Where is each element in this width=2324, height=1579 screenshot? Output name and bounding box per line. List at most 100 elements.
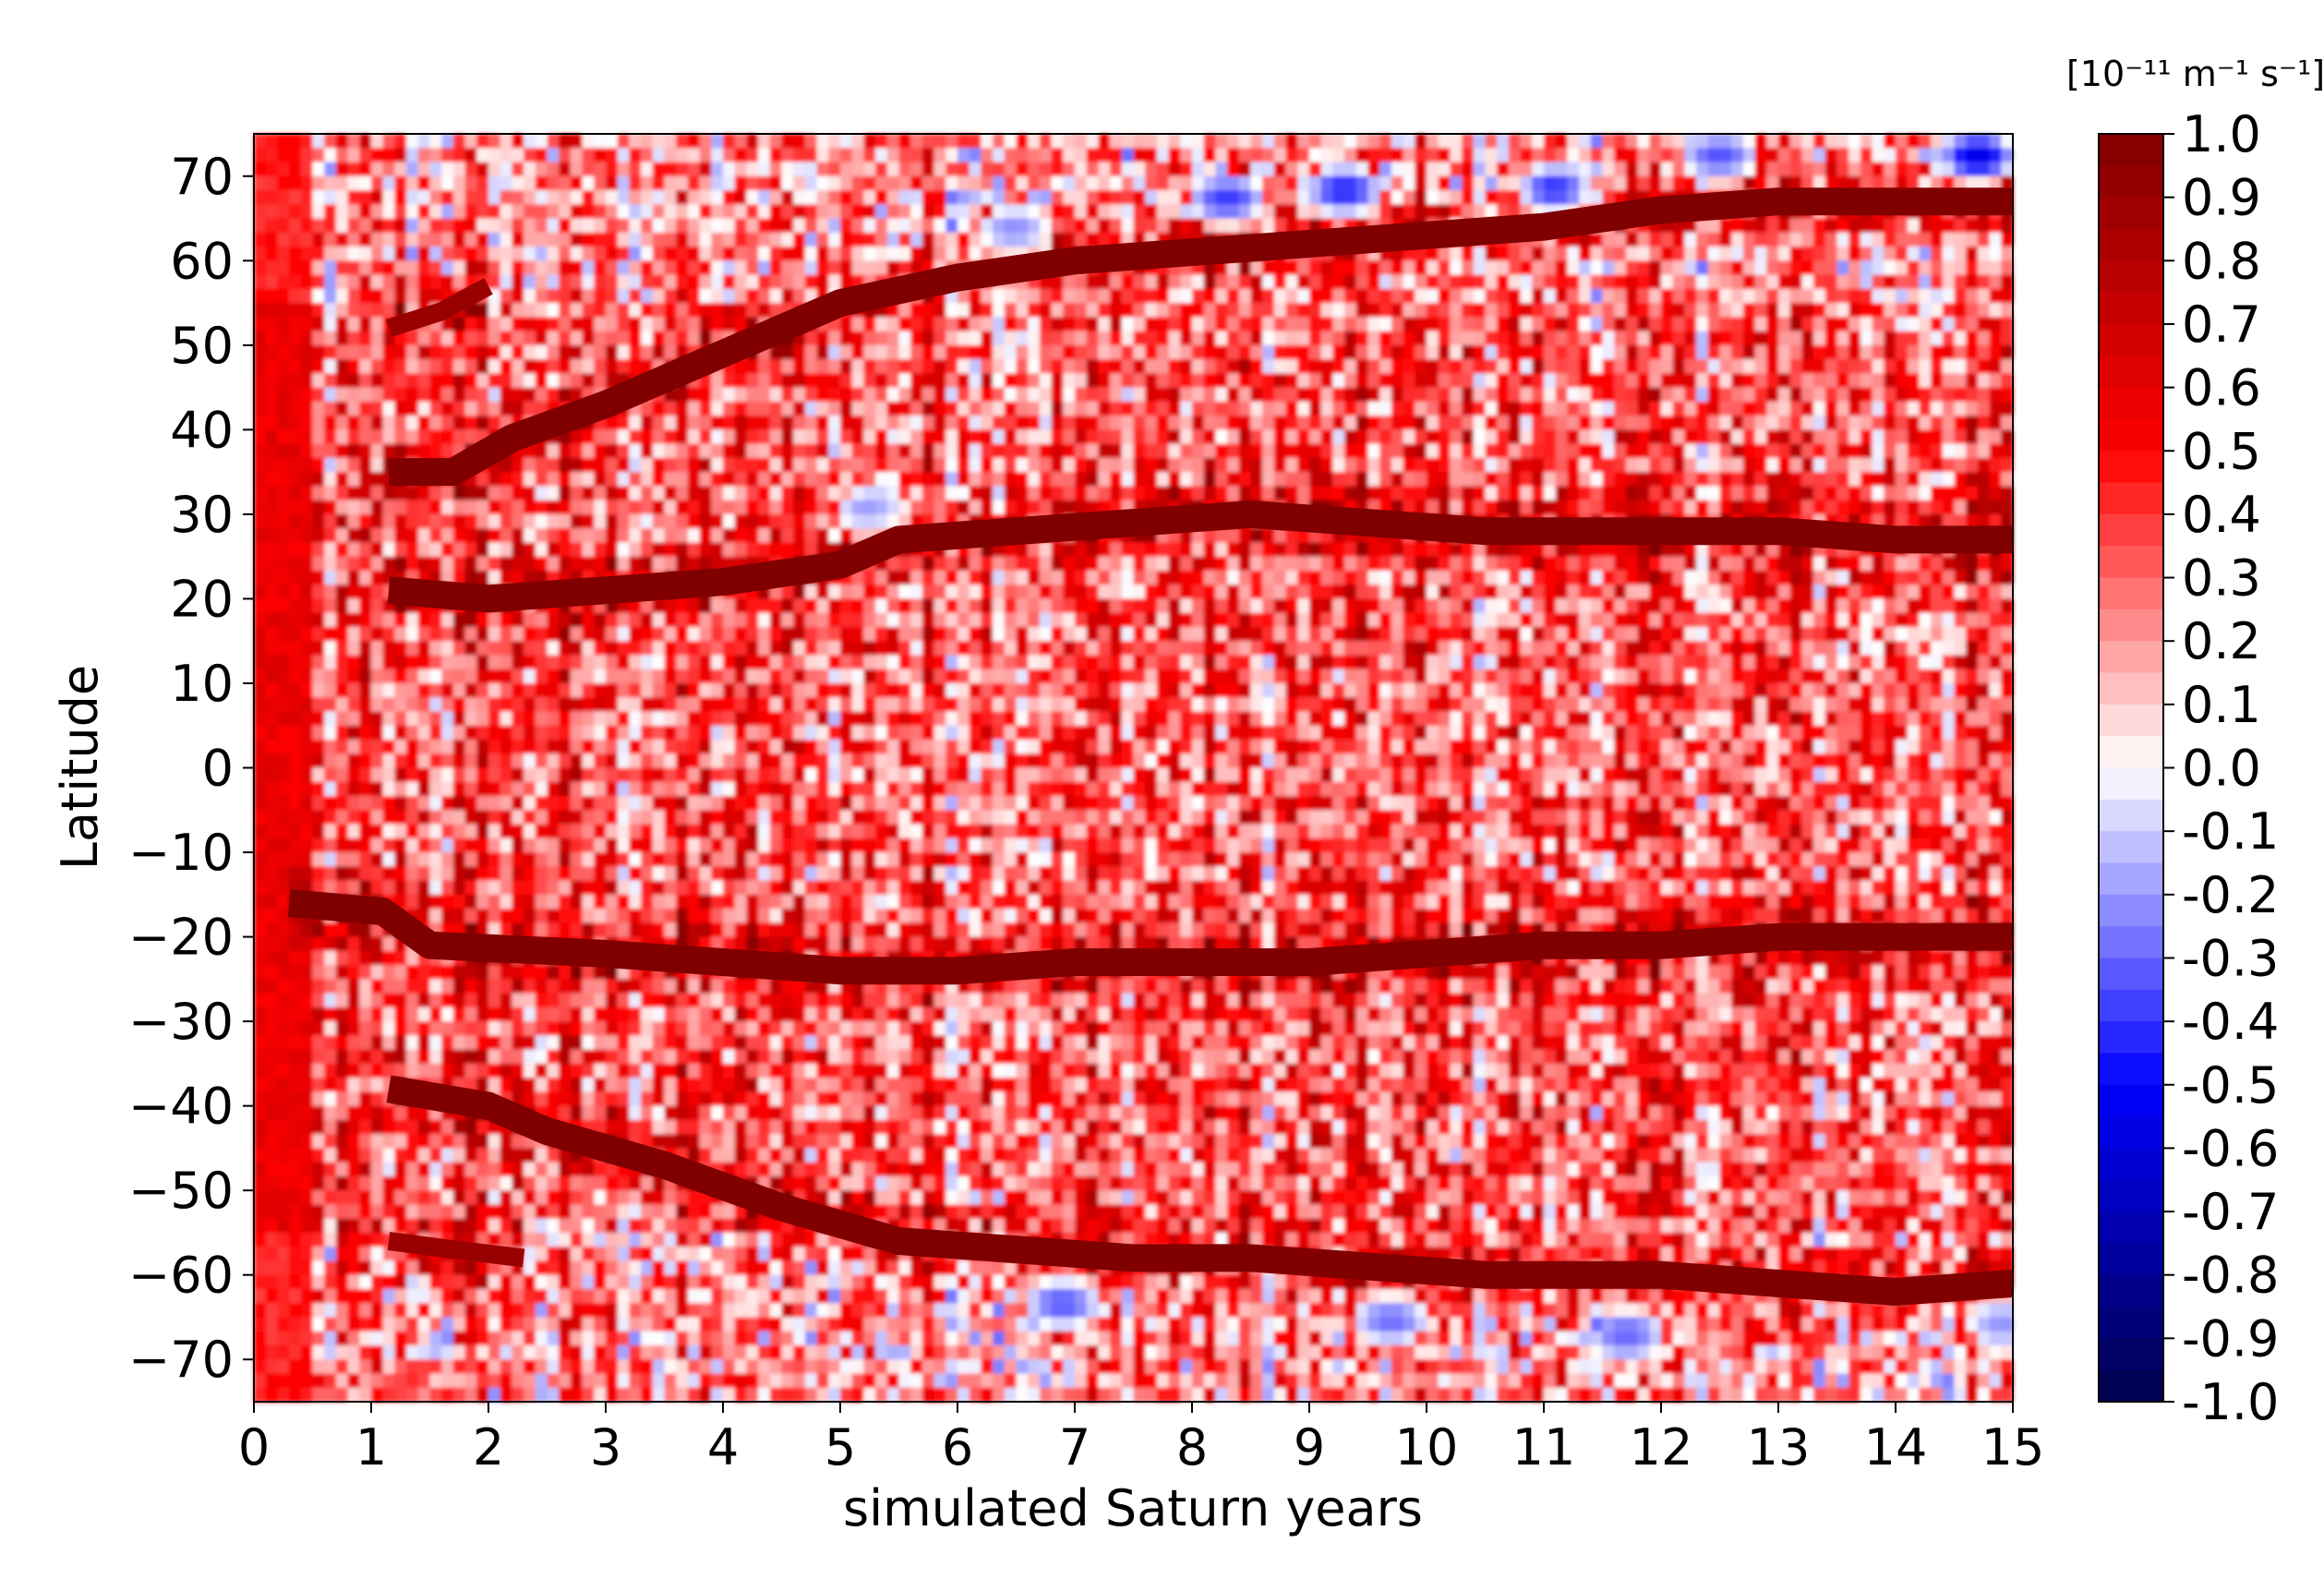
- heatmap-cell: [840, 176, 852, 191]
- heatmap-cell: [817, 1007, 829, 1022]
- heatmap-cell: [465, 1148, 477, 1163]
- heatmap-cell: [500, 1359, 512, 1374]
- heatmap-cell: [548, 1388, 560, 1403]
- heatmap-cell: [336, 1303, 348, 1318]
- heatmap-cell: [852, 1190, 864, 1205]
- heatmap-cell: [571, 782, 583, 797]
- heatmap-cell: [746, 1219, 758, 1234]
- heatmap-cell: [782, 176, 794, 191]
- heatmap-cell: [418, 275, 430, 290]
- heatmap-cell: [512, 1134, 524, 1149]
- heatmap-cell: [653, 331, 665, 346]
- heatmap-cell: [711, 866, 723, 881]
- heatmap-cell: [618, 726, 630, 741]
- heatmap-cell: [805, 331, 817, 346]
- heatmap-cell: [394, 219, 406, 234]
- heatmap-cell: [465, 528, 477, 543]
- heatmap-cell: [863, 683, 875, 698]
- heatmap-cell: [359, 303, 371, 318]
- heatmap-cell: [665, 204, 677, 219]
- heatmap-cell: [371, 514, 383, 529]
- heatmap-cell: [313, 753, 325, 768]
- heatmap-cell: [887, 726, 899, 741]
- heatmap-cell: [711, 1106, 723, 1121]
- heatmap-cell: [665, 669, 677, 684]
- heatmap-cell: [758, 655, 770, 669]
- heatmap-cell: [430, 1345, 442, 1360]
- heatmap-cell: [324, 1091, 336, 1106]
- heatmap-cell: [465, 176, 477, 191]
- heatmap-cell: [758, 388, 770, 403]
- heatmap-cell: [371, 1303, 383, 1318]
- heatmap-cell: [758, 937, 770, 952]
- heatmap-cell: [336, 585, 348, 599]
- heatmap-cell: [301, 388, 313, 403]
- heatmap-cell: [289, 163, 301, 177]
- heatmap-cell: [653, 598, 665, 613]
- heatmap-cell: [394, 1120, 406, 1135]
- heatmap-cell: [359, 979, 371, 994]
- heatmap-cell: [536, 1275, 548, 1290]
- heatmap-cell: [828, 472, 840, 487]
- heatmap-cell: [324, 951, 336, 966]
- heatmap-cell: [828, 909, 840, 923]
- heatmap-cell: [618, 994, 630, 1008]
- heatmap-cell: [266, 852, 278, 867]
- heatmap-cell: [875, 1163, 887, 1177]
- heatmap-cell: [711, 1064, 723, 1079]
- heatmap-cell: [571, 613, 583, 628]
- heatmap-cell: [594, 726, 606, 741]
- heatmap-cell: [782, 472, 794, 487]
- heatmap-cell: [371, 1233, 383, 1248]
- heatmap-cell: [665, 1091, 677, 1106]
- heatmap-cell: [465, 402, 477, 416]
- heatmap-cell: [512, 275, 524, 290]
- heatmap-cell: [665, 753, 677, 768]
- heatmap-cell: [746, 627, 758, 642]
- heatmap-cell: [583, 1303, 595, 1318]
- heatmap-cell: [805, 1134, 817, 1149]
- heatmap-cell: [394, 1106, 406, 1121]
- heatmap-cell: [641, 669, 653, 684]
- heatmap-cell: [629, 1388, 641, 1403]
- heatmap-cell: [887, 163, 899, 177]
- heatmap-cell: [324, 768, 336, 783]
- heatmap-cell: [559, 909, 571, 923]
- heatmap-cell: [688, 289, 700, 304]
- heatmap-cell: [324, 486, 336, 500]
- heatmap-cell: [782, 190, 794, 205]
- heatmap-cell: [770, 1064, 782, 1079]
- heatmap-cell: [289, 233, 301, 247]
- heatmap-cell: [782, 1373, 794, 1388]
- heatmap-cell: [887, 486, 899, 500]
- heatmap-cell: [313, 965, 325, 980]
- heatmap-cell: [548, 1260, 560, 1275]
- heatmap-cell: [875, 571, 887, 585]
- heatmap-cell: [418, 838, 430, 853]
- heatmap-cell: [606, 176, 618, 191]
- heatmap-cell: [828, 782, 840, 797]
- heatmap-cell: [711, 219, 723, 234]
- heatmap-cell: [548, 247, 560, 261]
- heatmap-cell: [324, 613, 336, 628]
- heatmap-cell: [782, 275, 794, 290]
- heatmap-cell: [500, 402, 512, 416]
- heatmap-cell: [887, 1035, 899, 1050]
- heatmap-cell: [887, 838, 899, 853]
- heatmap-cell: [887, 148, 899, 163]
- heatmap-cell: [665, 1078, 677, 1092]
- heatmap-cell: [688, 204, 700, 219]
- heatmap-cell: [441, 881, 453, 896]
- heatmap-cell: [512, 922, 524, 937]
- heatmap-cell: [817, 486, 829, 500]
- heatmap-cell: [723, 176, 735, 191]
- heatmap-cell: [277, 994, 289, 1008]
- heatmap-cell: [770, 190, 782, 205]
- heatmap-cell: [289, 683, 301, 698]
- heatmap-cell: [289, 1373, 301, 1388]
- heatmap-cell: [887, 416, 899, 430]
- heatmap-cell: [266, 416, 278, 430]
- heatmap-cell: [430, 233, 442, 247]
- heatmap-cell: [277, 1345, 289, 1360]
- heatmap-cell: [805, 655, 817, 669]
